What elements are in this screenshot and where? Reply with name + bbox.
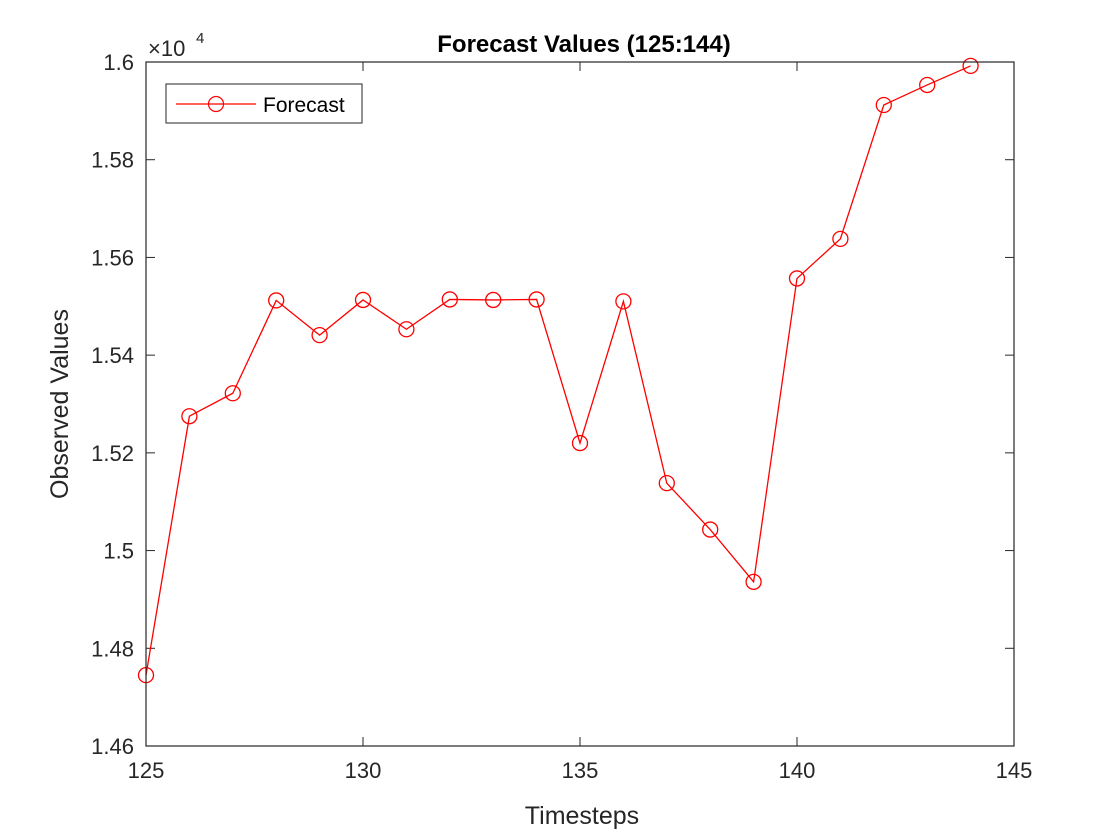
data-point-marker xyxy=(571,434,589,452)
x-axis-label: Timesteps xyxy=(525,802,639,830)
data-point-marker xyxy=(962,57,979,75)
legend-label-forecast: Forecast xyxy=(263,94,345,117)
x-tick-label: 135 xyxy=(562,758,599,783)
data-point-marker xyxy=(745,573,762,590)
x-tick-label: 145 xyxy=(996,758,1033,783)
y-exponent-base: ×10 xyxy=(148,36,185,61)
data-point-marker xyxy=(528,291,545,308)
y-tick-label: 1.52 xyxy=(91,441,134,466)
y-tick-label: 1.54 xyxy=(91,343,134,368)
data-point-marker xyxy=(658,474,675,492)
y-tick-label: 1.5 xyxy=(103,539,134,564)
data-point-marker xyxy=(832,230,849,248)
y-tick-label: 1.46 xyxy=(91,734,134,759)
series-line-forecast xyxy=(145,65,971,676)
data-point-marker xyxy=(268,292,285,309)
legend-marker-sample xyxy=(207,95,225,113)
y-tick-label: 1.6 xyxy=(103,50,134,75)
legend: Forecast xyxy=(165,83,363,124)
data-point-marker xyxy=(875,96,892,114)
data-point-marker xyxy=(919,76,936,94)
x-tick-label: 125 xyxy=(128,758,165,783)
data-point-marker xyxy=(398,321,415,338)
x-tick-label: 140 xyxy=(779,758,816,783)
data-point-marker xyxy=(224,385,241,402)
y-exponent-multiplier: ×10 4 xyxy=(148,30,204,61)
series-layer xyxy=(137,57,979,684)
y-axis-label: Observed Values xyxy=(46,309,74,499)
tick-labels: 125 130 135 140 145 1.46 1.48 1.5 1.52 1.54 1.56 1.… xyxy=(91,50,1032,783)
x-tick-label: 130 xyxy=(345,758,382,783)
axes-frame xyxy=(145,61,1015,747)
data-point-marker xyxy=(615,293,632,310)
data-point-marker xyxy=(354,291,372,309)
data-point-marker xyxy=(441,291,458,308)
data-point-marker xyxy=(788,270,806,287)
y-tick-label: 1.48 xyxy=(91,636,134,661)
data-point-marker xyxy=(485,291,502,309)
y-tick-label: 1.58 xyxy=(91,148,134,173)
data-point-marker xyxy=(311,326,328,344)
data-point-marker xyxy=(702,521,719,538)
chart-title: Forecast Values (125:144) xyxy=(437,31,731,58)
plot-area xyxy=(146,62,1014,746)
y-tick-label: 1.56 xyxy=(91,245,134,270)
y-exponent-power: 4 xyxy=(196,30,204,47)
data-point-marker xyxy=(181,408,198,425)
